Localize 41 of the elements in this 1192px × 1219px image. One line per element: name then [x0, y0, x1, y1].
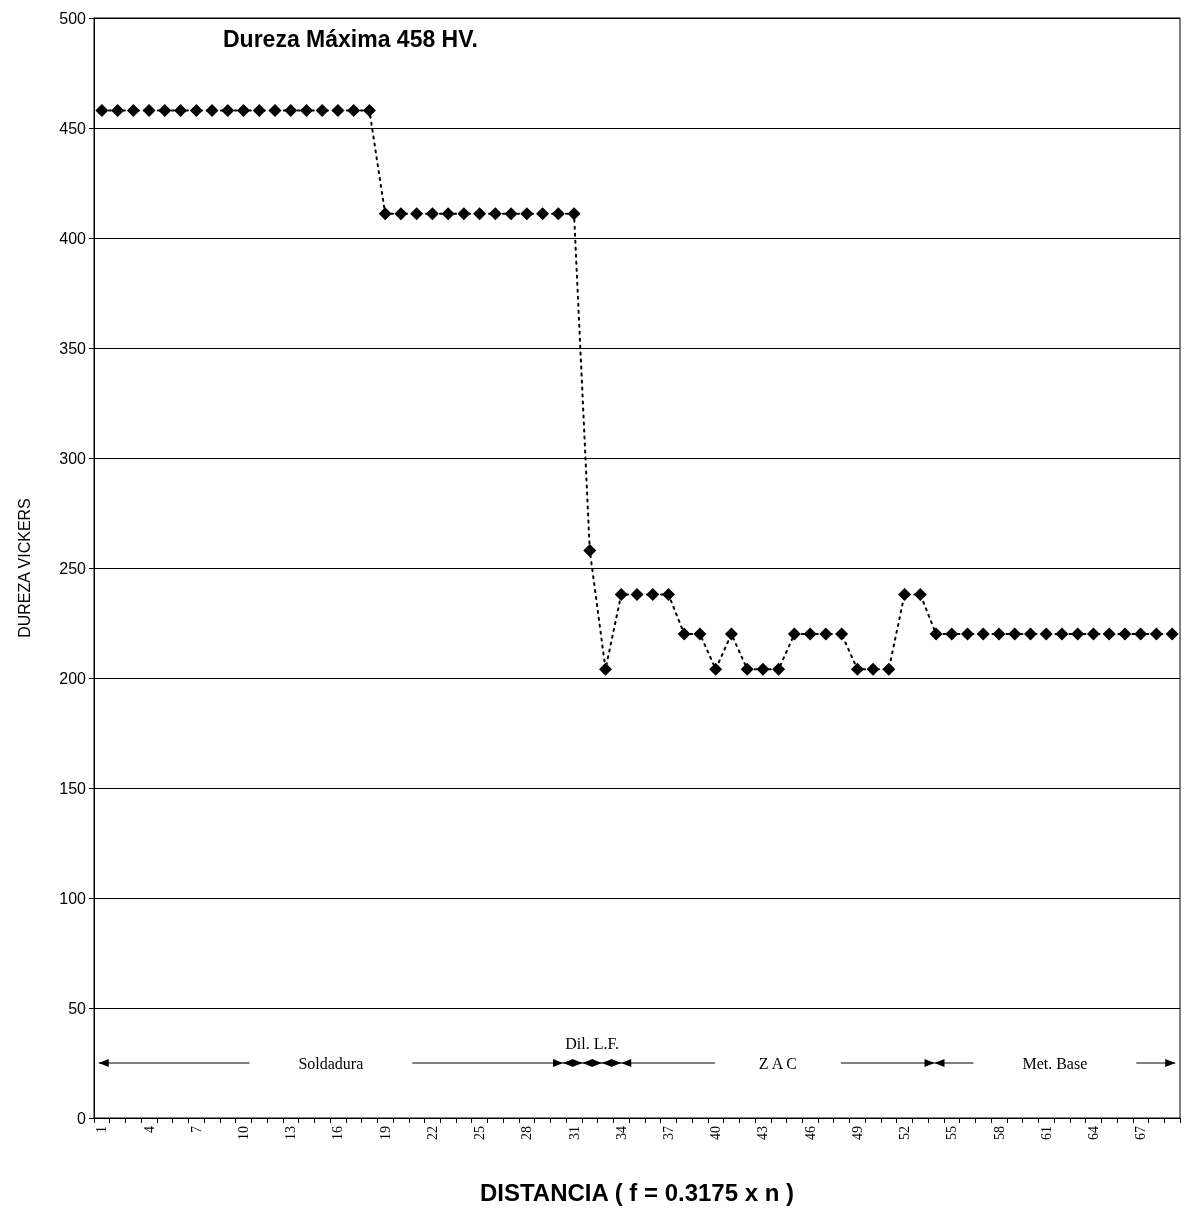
y-tick-label: 50 [68, 999, 87, 1017]
x-tick-label: 25 [472, 1126, 488, 1140]
y-tick-label: 100 [59, 889, 87, 907]
x-tick-label: 37 [660, 1126, 676, 1140]
x-tick-label: 43 [755, 1126, 771, 1140]
x-tick-label: 16 [330, 1126, 346, 1140]
y-tick-label: 200 [59, 669, 87, 687]
x-tick-label: 67 [1133, 1126, 1149, 1140]
y-tick-label: 400 [59, 229, 87, 247]
x-tick-label: 7 [188, 1126, 204, 1133]
x-tick-label: 61 [1038, 1126, 1054, 1140]
y-tick-label: 300 [59, 449, 87, 467]
y-axis-title: DUREZA VICKERS [15, 498, 33, 638]
y-tick-label: 250 [59, 559, 87, 577]
x-tick-label: 22 [424, 1126, 440, 1140]
x-tick-label: 1 [94, 1126, 110, 1133]
x-tick-label: 19 [377, 1126, 393, 1140]
x-tick-label: 40 [708, 1126, 724, 1140]
chart-title: Dureza Máxima 458 HV. [223, 25, 478, 52]
annotation: Soldadura [298, 1055, 364, 1072]
x-tick-label: 49 [849, 1126, 865, 1140]
x-tick-label: 55 [944, 1126, 960, 1140]
y-tick-label: 450 [59, 119, 87, 137]
y-tick-label: 150 [59, 779, 87, 797]
x-tick-label: 28 [519, 1126, 535, 1140]
x-tick-label: 13 [283, 1126, 299, 1140]
x-tick-label: 34 [613, 1126, 629, 1140]
x-tick-label: 10 [236, 1126, 252, 1140]
x-tick-label: 58 [991, 1126, 1007, 1140]
annotation: Met. Base [1022, 1055, 1088, 1072]
x-axis-title: DISTANCIA ( f = 0.3175 x n ) [479, 1178, 795, 1206]
x-tick-label: 46 [802, 1126, 818, 1140]
x-tick-label: 4 [141, 1126, 157, 1133]
annotation: Dil. L.F. [565, 1035, 620, 1052]
y-tick-label: 500 [59, 9, 87, 27]
x-tick-label: 64 [1085, 1126, 1101, 1140]
annotation: Z A C [758, 1055, 797, 1072]
x-tick-label: 52 [897, 1126, 913, 1140]
x-tick-label: 31 [566, 1126, 582, 1140]
y-tick-label: 350 [59, 339, 87, 357]
y-tick-label: 0 [77, 1109, 87, 1127]
